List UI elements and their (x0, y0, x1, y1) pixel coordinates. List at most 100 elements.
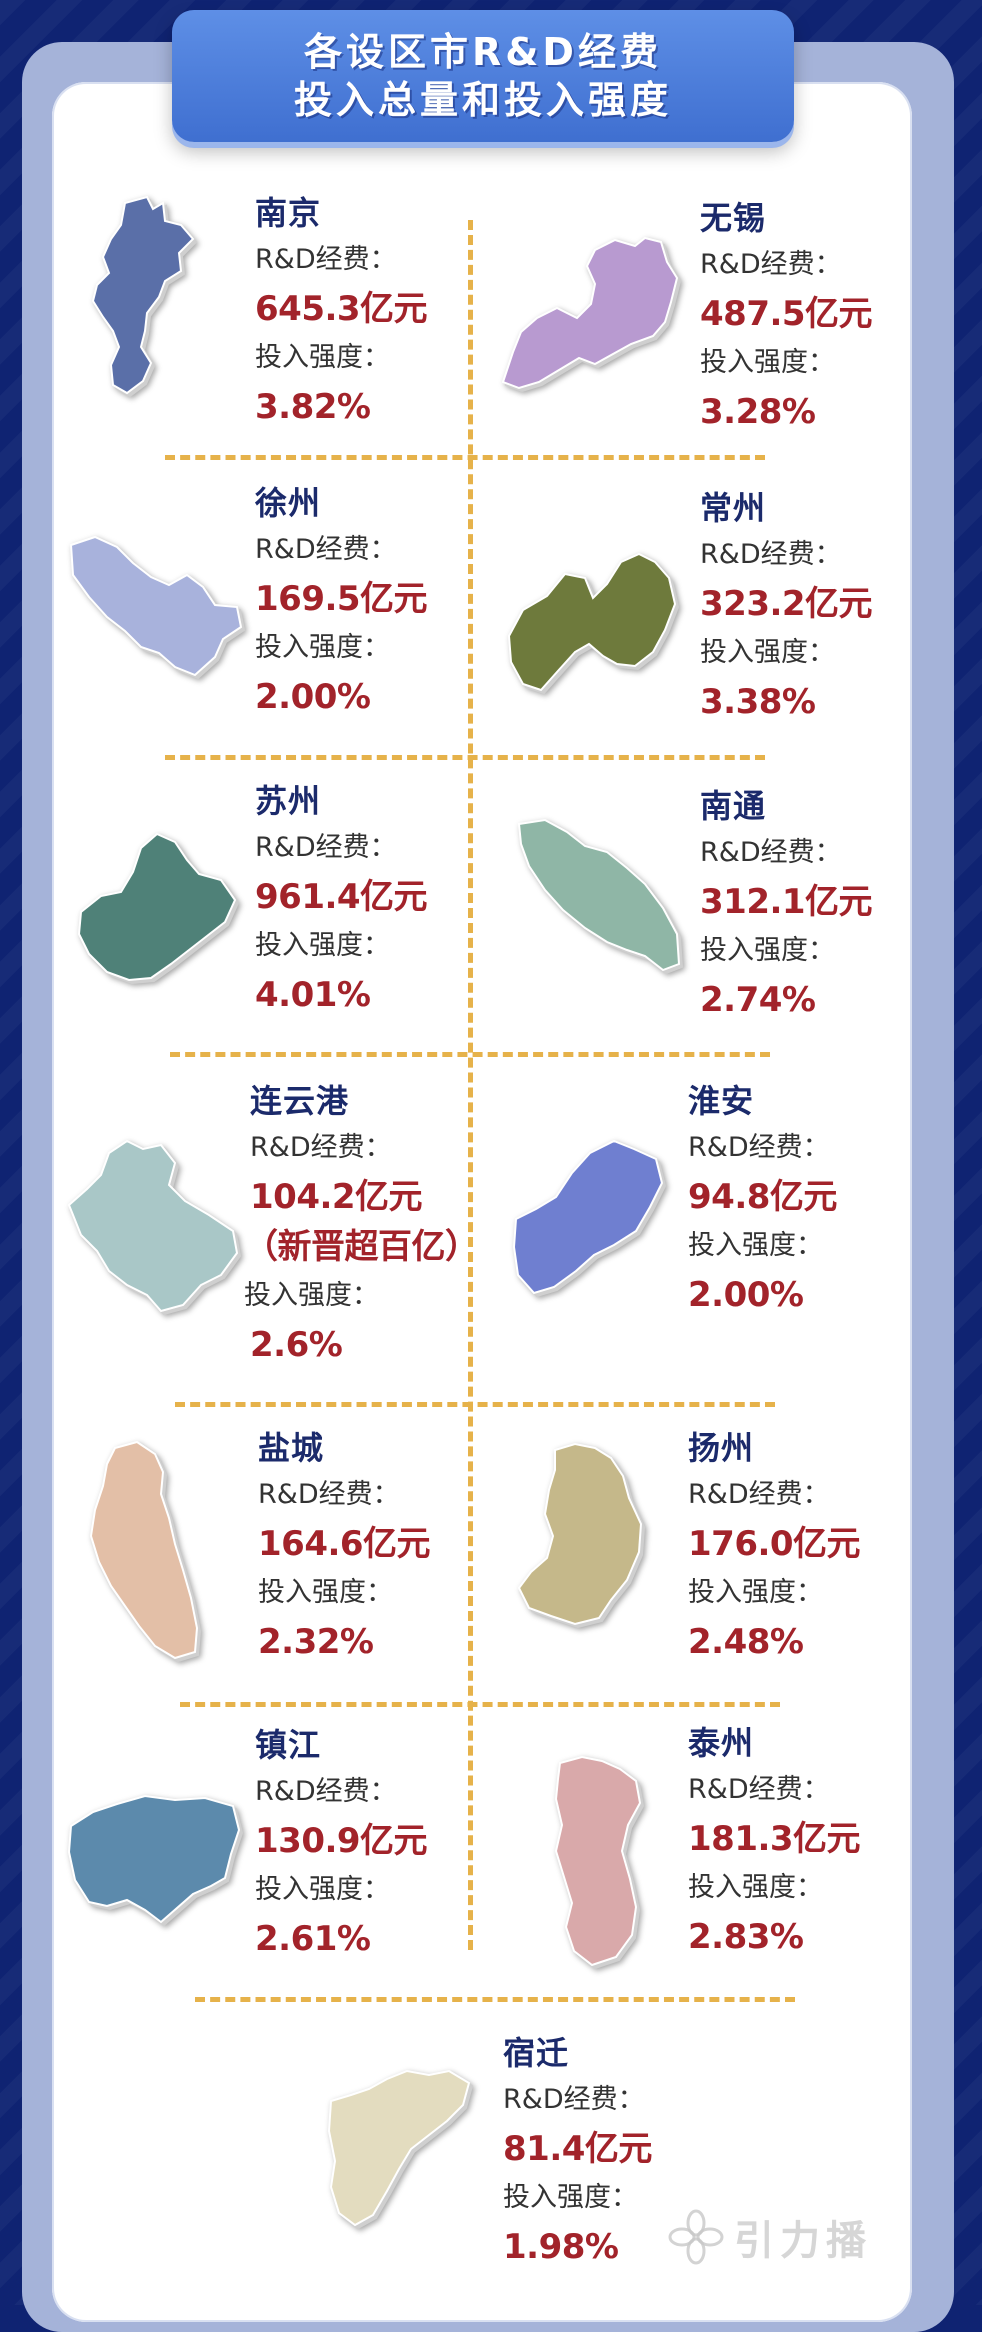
row-divider-6 (195, 1997, 795, 2002)
funding-label: R&D经费： (255, 1776, 397, 1807)
zhenjiang-info: 镇江 R&D经费： 130.9亿元 投入强度： 2.61% (255, 1722, 428, 1964)
title-line-2: 投入总量和投入强度 (293, 78, 672, 122)
intensity-label: 投入强度： (688, 1872, 823, 1903)
intensity-value: 2.00% (688, 1275, 804, 1315)
funding-label: R&D经费： (255, 534, 397, 565)
intensity-value: 3.82% (255, 387, 371, 427)
funding-label: R&D经费： (688, 1479, 830, 1510)
taizhou-info: 泰州 R&D经费： 181.3亿元 投入强度： 2.83% (688, 1720, 861, 1962)
taizhou-map-icon (550, 1755, 645, 1970)
title-line-1: 各设区市R&D经费 (304, 30, 662, 74)
funding-label: R&D经费： (700, 249, 842, 280)
intensity-value: 2.48% (688, 1622, 804, 1662)
row-divider-1 (165, 455, 765, 460)
city-name: 盐城 (258, 1429, 325, 1467)
intensity-label: 投入强度： (255, 632, 390, 663)
city-name: 苏州 (255, 782, 322, 820)
city-name: 淮安 (688, 1082, 755, 1120)
city-name: 扬州 (688, 1429, 755, 1467)
yancheng-info: 盐城 R&D经费： 164.6亿元 投入强度： 2.32% (258, 1425, 431, 1667)
intensity-value: 2.00% (255, 677, 371, 717)
funding-label: R&D经费： (688, 1774, 830, 1805)
row-divider-2 (165, 755, 765, 760)
funding-value: 169.5亿元 (255, 579, 428, 619)
suqian-map-icon (325, 2065, 475, 2230)
nantong-map-shape (517, 818, 681, 972)
city-name: 泰州 (688, 1724, 755, 1762)
funding-note: （新晋超百亿） (244, 1227, 479, 1267)
changzhou-info: 常州 R&D经费： 323.2亿元 投入强度： 3.38% (700, 485, 873, 727)
intensity-label: 投入强度： (258, 1577, 393, 1608)
funding-value: 323.2亿元 (700, 584, 873, 624)
intensity-value: 3.28% (700, 392, 816, 432)
lianyungang-info: 连云港 R&D经费： 104.2亿元 （新晋超百亿） 投入强度： 2.6% (244, 1078, 479, 1370)
flower-logo-icon (668, 2209, 724, 2265)
intensity-label: 投入强度： (255, 342, 390, 373)
city-name: 徐州 (255, 484, 322, 522)
suzhou-map-shape (77, 832, 237, 982)
wuxi-map-icon (495, 232, 685, 392)
lianyungang-map-icon (65, 1135, 245, 1320)
xuzhou-info: 徐州 R&D经费： 169.5亿元 投入强度： 2.00% (255, 480, 428, 722)
funding-label: R&D经费： (255, 832, 397, 863)
city-name: 宿迁 (503, 2034, 570, 2072)
intensity-label: 投入强度： (700, 347, 835, 378)
intensity-label: 投入强度： (255, 930, 390, 961)
yangzhou-info: 扬州 R&D经费： 176.0亿元 投入强度： 2.48% (688, 1425, 861, 1667)
wuxi-map-shape (501, 236, 679, 390)
huaian-info: 淮安 R&D经费： 94.8亿元 投入强度： 2.00% (688, 1078, 837, 1320)
yangzhou-map-shape (517, 1442, 643, 1626)
title-banner: 各设区市R&D经费 投入总量和投入强度 (172, 10, 794, 142)
city-name: 无锡 (700, 199, 767, 237)
funding-value: 487.5亿元 (700, 294, 873, 334)
funding-label: R&D经费： (503, 2084, 645, 2115)
funding-value: 130.9亿元 (255, 1821, 428, 1861)
nanjing-info: 南京 R&D经费： 645.3亿元 投入强度： 3.82% (255, 190, 428, 432)
intensity-label: 投入强度： (688, 1230, 823, 1261)
xuzhou-map-icon (65, 535, 245, 680)
city-name: 常州 (700, 489, 767, 527)
yancheng-map-shape (89, 1440, 199, 1660)
intensity-label: 投入强度： (688, 1577, 823, 1608)
wuxi-info: 无锡 R&D经费： 487.5亿元 投入强度： 3.28% (700, 195, 873, 437)
row-divider-5 (180, 1702, 780, 1707)
funding-label: R&D经费： (250, 1132, 392, 1163)
funding-value: 312.1亿元 (700, 882, 873, 922)
intensity-value: 2.61% (255, 1919, 371, 1959)
funding-value: 961.4亿元 (255, 877, 428, 917)
funding-label: R&D经费： (255, 244, 397, 275)
nantong-map-icon (515, 818, 685, 983)
funding-label: R&D经费： (700, 837, 842, 868)
city-name: 南通 (700, 787, 767, 825)
funding-value: 645.3亿元 (255, 289, 428, 329)
vertical-divider (468, 220, 473, 1950)
watermark: 引力播 (668, 2208, 968, 2278)
funding-label: R&D经费： (258, 1479, 400, 1510)
nanjing-map-icon (85, 195, 200, 400)
suqian-info: 宿迁 R&D经费： 81.4亿元 投入强度： 1.98% (503, 2030, 652, 2272)
zhenjiang-map-icon (65, 1790, 245, 1930)
lianyungang-map-shape (67, 1139, 239, 1313)
row-divider-3 (170, 1052, 770, 1057)
city-name: 镇江 (255, 1726, 322, 1764)
funding-value: 94.8亿元 (688, 1177, 837, 1217)
funding-value: 176.0亿元 (688, 1524, 861, 1564)
watermark-text: 引力播 (734, 2218, 872, 2264)
suqian-map-shape (327, 2069, 471, 2227)
suzhou-info: 苏州 R&D经费： 961.4亿元 投入强度： 4.01% (255, 778, 428, 1020)
huaian-map-icon (510, 1135, 670, 1300)
yancheng-map-icon (85, 1440, 205, 1665)
intensity-value: 1.98% (503, 2227, 619, 2267)
funding-value: 81.4亿元 (503, 2129, 652, 2169)
funding-value: 181.3亿元 (688, 1819, 861, 1859)
zhenjiang-map-shape (67, 1794, 241, 1924)
xuzhou-map-shape (69, 535, 243, 677)
funding-value: 164.6亿元 (258, 1524, 431, 1564)
intensity-label: 投入强度： (700, 935, 835, 966)
nantong-info: 南通 R&D经费： 312.1亿元 投入强度： 2.74% (700, 783, 873, 1025)
intensity-value: 2.83% (688, 1917, 804, 1957)
changzhou-map-shape (507, 552, 677, 692)
intensity-value: 2.6% (250, 1325, 343, 1365)
intensity-label: 投入强度： (255, 1874, 390, 1905)
nanjing-map-shape (91, 195, 195, 395)
